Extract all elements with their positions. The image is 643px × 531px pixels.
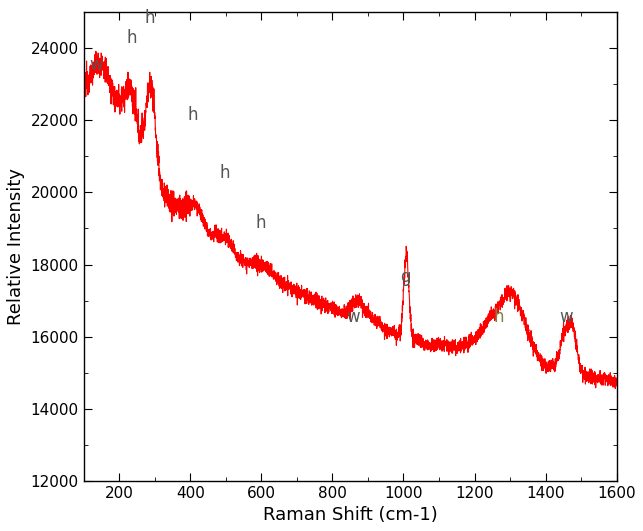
X-axis label: Raman Shift (cm-1): Raman Shift (cm-1) — [263, 506, 437, 524]
Text: h: h — [220, 164, 230, 182]
Text: h: h — [188, 106, 198, 124]
Text: g: g — [400, 268, 410, 286]
Text: h: h — [144, 9, 154, 27]
Text: h: h — [255, 214, 266, 232]
Text: w: w — [89, 56, 103, 74]
Text: w: w — [559, 308, 573, 326]
Text: h: h — [493, 308, 504, 326]
Text: w: w — [346, 308, 360, 326]
Y-axis label: Relative Intensity: Relative Intensity — [7, 168, 25, 325]
Text: h: h — [126, 29, 137, 47]
